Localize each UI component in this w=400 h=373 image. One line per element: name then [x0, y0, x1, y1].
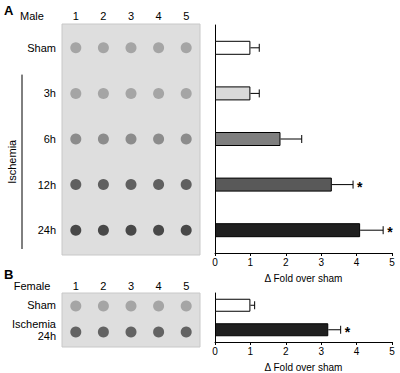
svg-text:*: *: [357, 179, 363, 195]
svg-text:B: B: [4, 267, 13, 282]
svg-text:2: 2: [100, 280, 106, 292]
svg-text:3: 3: [128, 10, 134, 22]
svg-text:2: 2: [100, 10, 106, 22]
svg-text:0: 0: [212, 346, 218, 357]
svg-text:3: 3: [318, 346, 324, 357]
svg-text:1: 1: [248, 346, 254, 357]
svg-text:1: 1: [73, 280, 79, 292]
svg-text:4: 4: [354, 257, 360, 268]
svg-text:4: 4: [156, 10, 162, 22]
svg-text:Δ Fold over sham: Δ Fold over sham: [265, 362, 343, 373]
svg-text:5: 5: [183, 280, 189, 292]
svg-text:3: 3: [128, 280, 134, 292]
svg-text:1: 1: [248, 257, 254, 268]
svg-text:Sham: Sham: [27, 299, 56, 311]
svg-text:24h: 24h: [38, 224, 56, 236]
svg-text:Sham: Sham: [27, 42, 56, 54]
svg-text:0: 0: [212, 257, 218, 268]
svg-text:Ischemia: Ischemia: [6, 139, 18, 184]
svg-text:5: 5: [389, 257, 395, 268]
svg-text:2: 2: [283, 346, 289, 357]
svg-text:A: A: [4, 3, 14, 18]
svg-text:5: 5: [183, 10, 189, 22]
svg-text:Male: Male: [20, 10, 44, 22]
svg-text:4: 4: [156, 280, 162, 292]
svg-text:*: *: [387, 224, 393, 240]
svg-text:5: 5: [389, 346, 395, 357]
svg-text:12h: 12h: [38, 179, 56, 191]
svg-text:24h: 24h: [38, 330, 56, 342]
svg-text:2: 2: [283, 257, 289, 268]
svg-text:1: 1: [73, 10, 79, 22]
svg-text:4: 4: [354, 346, 360, 357]
svg-text:6h: 6h: [44, 133, 56, 145]
svg-text:Female: Female: [14, 280, 51, 292]
svg-text:Δ Fold over sham: Δ Fold over sham: [265, 273, 343, 284]
svg-text:3: 3: [318, 257, 324, 268]
svg-text:Ischemia: Ischemia: [12, 318, 57, 330]
svg-text:*: *: [345, 324, 351, 340]
svg-text:3h: 3h: [44, 87, 56, 99]
